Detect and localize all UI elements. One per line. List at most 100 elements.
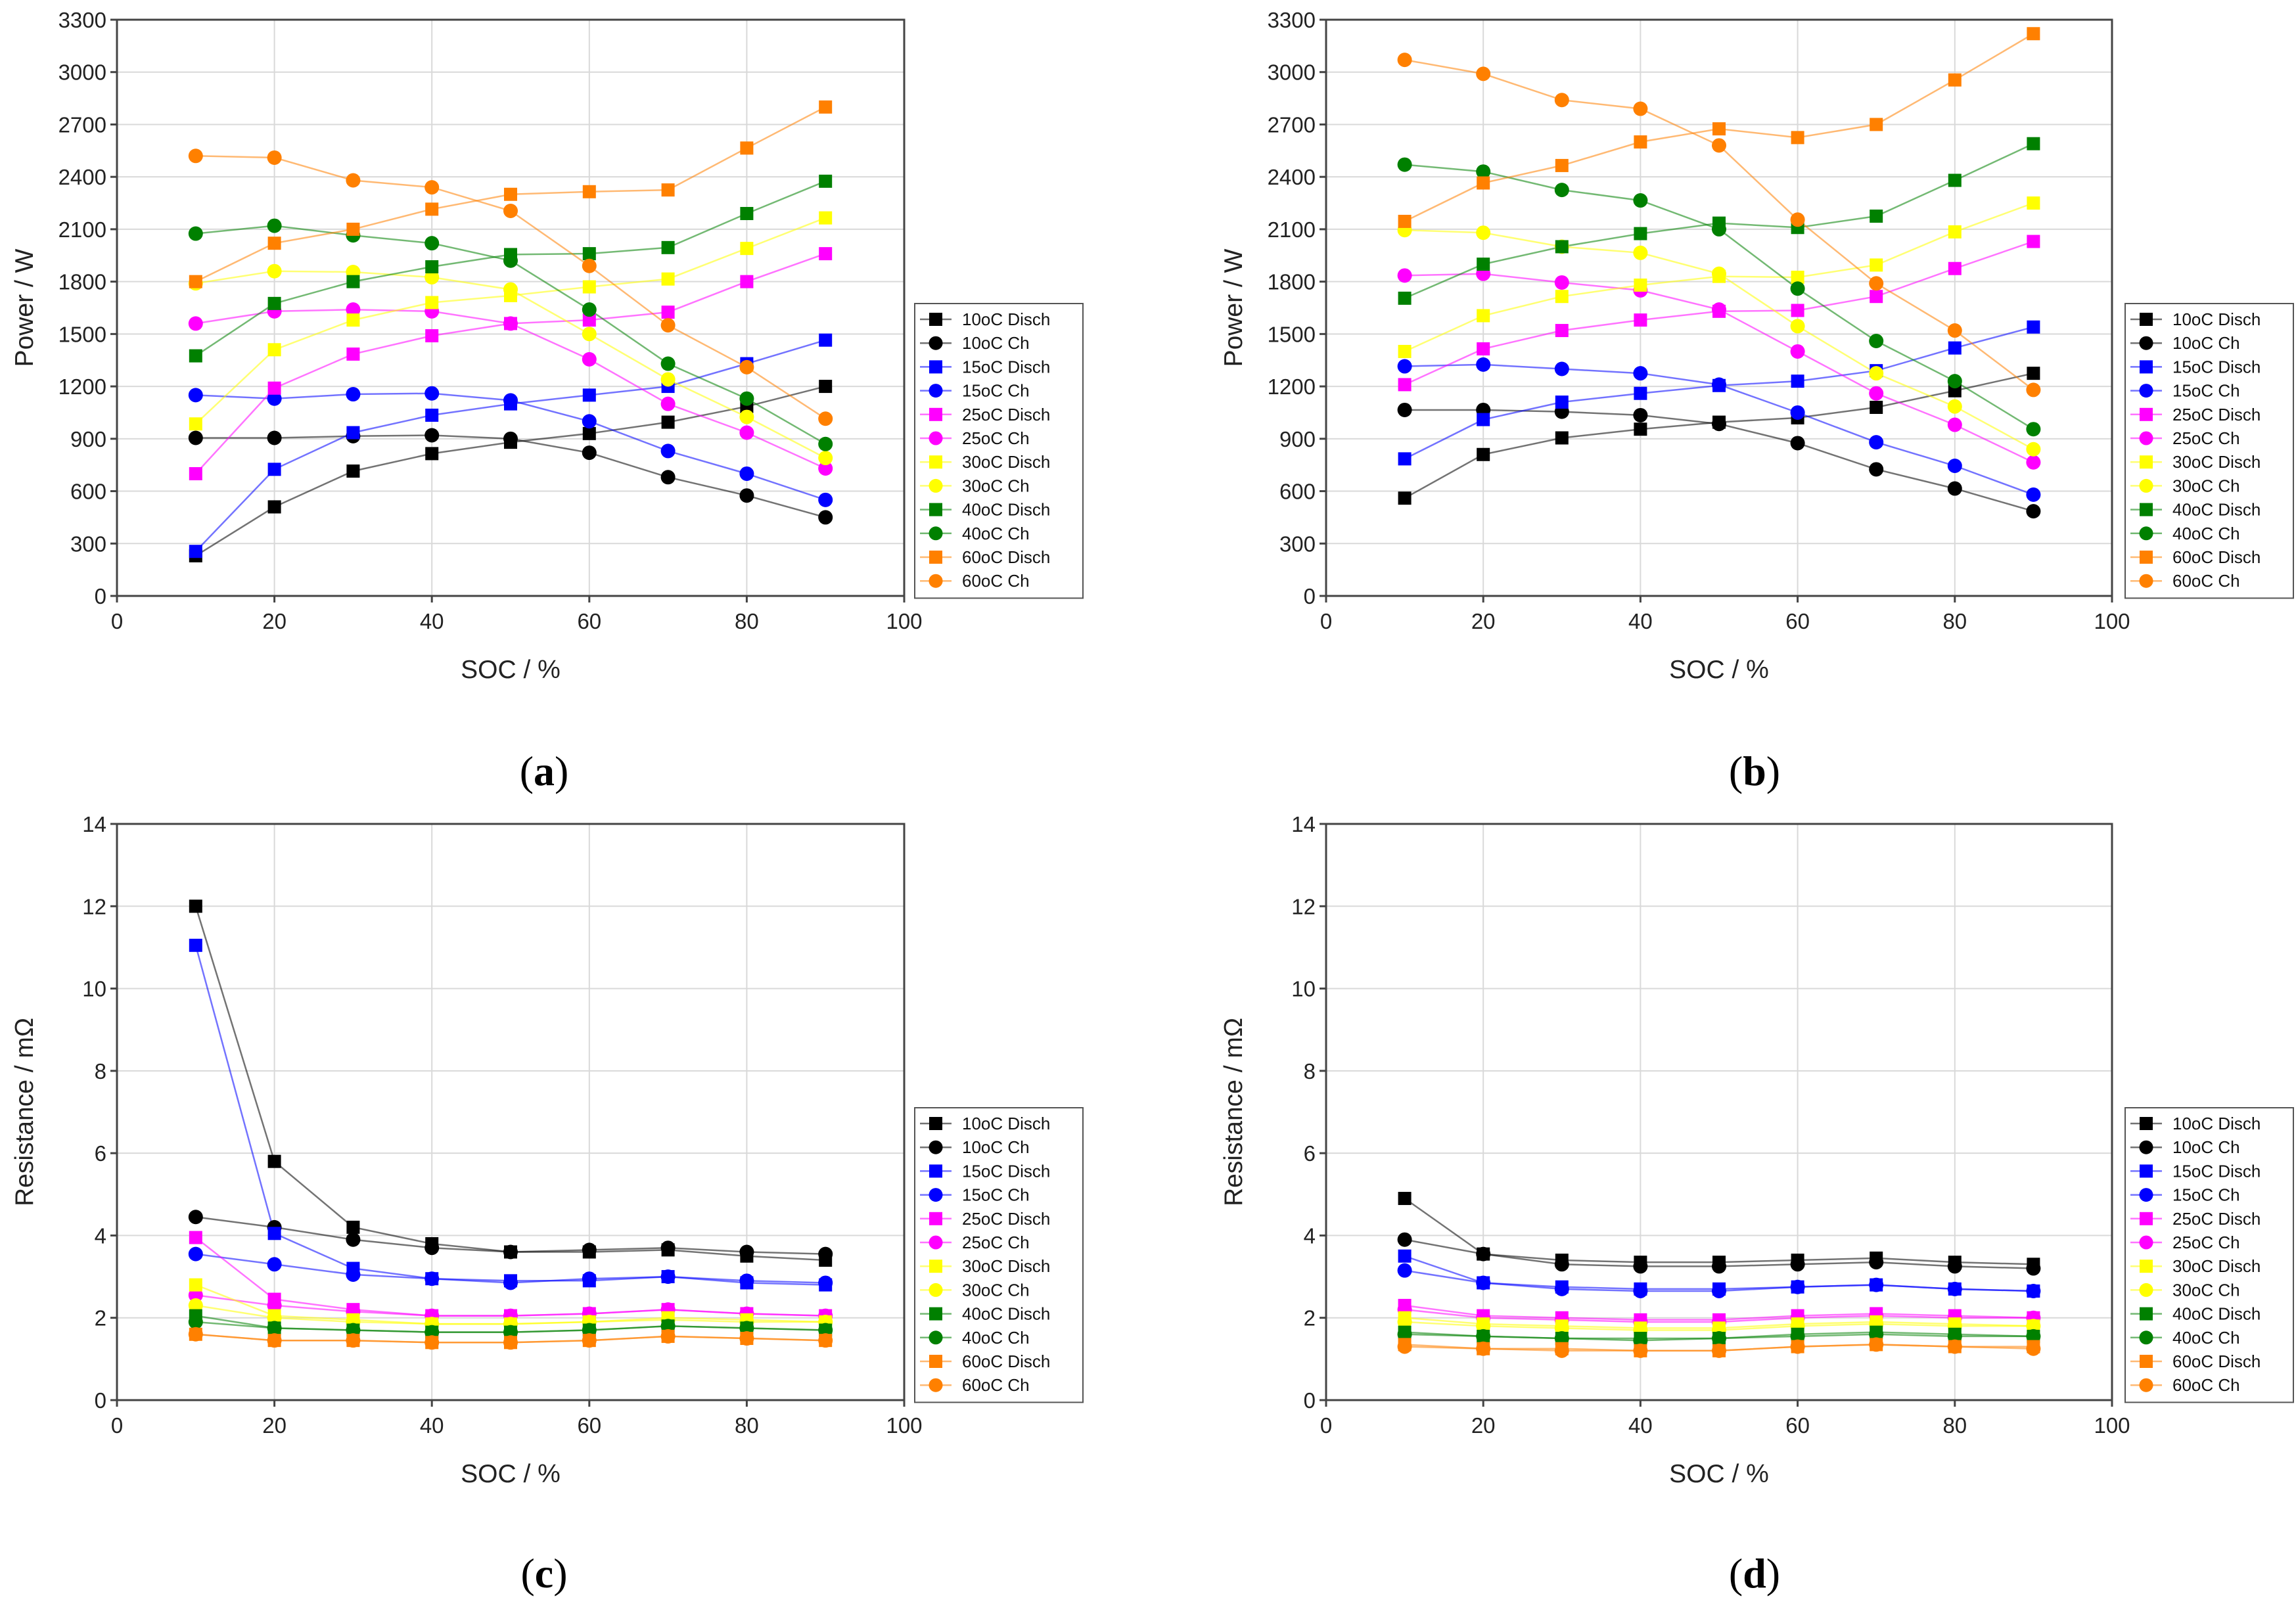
data-point — [425, 236, 440, 251]
legend: 10oC Disch 10oC Ch 15oC Disch 15oC Ch 25oC D… — [914, 303, 1084, 599]
data-point — [1476, 164, 1491, 179]
legend-label: 40oC Disch — [962, 500, 1050, 520]
data-point — [1869, 386, 1884, 401]
legend-label: 10oC Ch — [962, 333, 1030, 353]
data-point — [1790, 1279, 1805, 1294]
series-6-points — [189, 211, 833, 431]
data-point — [1869, 435, 1884, 450]
data-point — [582, 1333, 597, 1348]
x-tick-label: 20 — [1471, 1413, 1496, 1438]
x-tick-label: 100 — [886, 1413, 922, 1438]
data-point — [1869, 1337, 1884, 1352]
data-point — [188, 1327, 203, 1342]
legend-label: 10oC Disch — [2172, 309, 2261, 329]
data-point — [818, 1246, 833, 1261]
data-point — [819, 380, 833, 394]
data-point — [739, 1244, 754, 1260]
y-tick-label: 0 — [95, 584, 106, 608]
legend-marker — [2139, 336, 2153, 350]
data-point — [582, 426, 596, 440]
data-point — [739, 466, 754, 481]
data-point — [1712, 138, 1726, 153]
caption-close: ) — [1766, 1550, 1780, 1597]
data-point — [425, 1325, 440, 1340]
data-point — [267, 1154, 281, 1168]
legend-marker — [929, 1283, 943, 1297]
data-point — [661, 240, 675, 254]
data-point — [660, 1319, 676, 1334]
data-point — [661, 306, 675, 319]
data-point — [1947, 1339, 1962, 1354]
data-point — [1791, 304, 1804, 317]
data-point — [267, 391, 282, 406]
data-point — [189, 417, 202, 431]
series-9-points — [1397, 1327, 2041, 1348]
legend-label: 40oC Ch — [2172, 524, 2240, 543]
y-tick-label: 3000 — [58, 60, 106, 85]
data-point — [1790, 1257, 1805, 1272]
data-point — [425, 260, 439, 274]
data-point — [2026, 382, 2041, 398]
data-point — [739, 1331, 754, 1346]
data-point — [1476, 1341, 1491, 1356]
data-point — [1712, 377, 1726, 392]
legend-label: 15oC Disch — [2172, 357, 2261, 376]
legend-label: 25oC Ch — [962, 1233, 1030, 1252]
data-point — [425, 1240, 440, 1256]
data-point — [1790, 319, 1805, 334]
data-point — [1397, 359, 1412, 374]
data-point — [1398, 1249, 1412, 1263]
x-tick-label: 0 — [1320, 609, 1332, 633]
data-point — [1554, 1281, 1569, 1296]
data-point — [267, 1333, 282, 1348]
data-point — [1476, 225, 1491, 240]
data-point — [1555, 158, 1569, 172]
legend-label: 60oC Ch — [962, 1375, 1030, 1395]
data-point — [739, 488, 754, 503]
data-point — [818, 1323, 833, 1338]
series-9-points — [1397, 157, 2041, 437]
data-point — [267, 1227, 281, 1240]
data-point — [189, 349, 202, 363]
legend-label: 60oC Disch — [962, 1352, 1050, 1371]
data-point — [660, 1240, 676, 1256]
data-point — [346, 426, 360, 440]
series-lines — [195, 106, 826, 557]
data-point — [188, 1298, 203, 1313]
data-point — [267, 218, 282, 233]
data-point — [1477, 413, 1490, 426]
series-line-5 — [1404, 273, 2034, 463]
data-point — [819, 211, 833, 225]
data-point — [1869, 1327, 1884, 1342]
y-tick-label: 3000 — [1268, 60, 1316, 85]
legend-marker — [929, 1164, 942, 1178]
legend-marker — [929, 407, 942, 421]
data-point — [267, 430, 282, 445]
y-tick-label: 1800 — [58, 270, 106, 294]
legend-label: 25oC Disch — [962, 1209, 1050, 1229]
y-tick-label: 2 — [95, 1306, 106, 1330]
y-tick-label: 14 — [1291, 812, 1316, 836]
x-tick-label: 0 — [111, 609, 123, 633]
legend-marker — [929, 1378, 943, 1392]
data-point — [1634, 313, 1647, 327]
x-tick-label: 80 — [735, 1413, 759, 1438]
data-point — [2027, 235, 2040, 248]
data-point — [582, 1323, 597, 1338]
data-point — [425, 180, 440, 195]
caption-open: ( — [520, 1550, 534, 1597]
data-point — [503, 1275, 518, 1290]
data-point — [661, 183, 675, 197]
data-point — [2027, 27, 2040, 41]
data-point — [739, 391, 754, 406]
data-point — [582, 1271, 597, 1286]
series-11-points — [188, 148, 833, 426]
panel-b: 0300600900120015001800210024002700300033… — [1220, 8, 2294, 794]
data-point — [660, 443, 676, 459]
data-point — [660, 1329, 676, 1344]
y-tick-label: 8 — [95, 1059, 106, 1083]
legend-label: 25oC Ch — [962, 428, 1030, 448]
data-point — [582, 313, 596, 327]
data-point — [2026, 1319, 2041, 1334]
